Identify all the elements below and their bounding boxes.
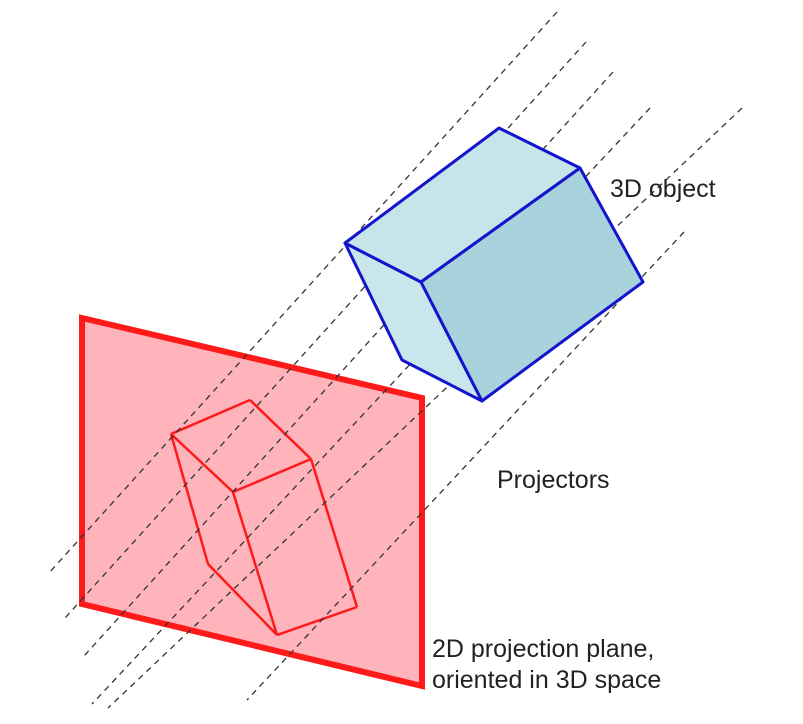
projected-edge xyxy=(232,457,312,494)
projection-plane xyxy=(79,314,425,690)
projected-edge xyxy=(207,563,278,636)
projected-edge xyxy=(276,605,358,637)
projected-edge xyxy=(170,433,234,493)
projectors-label: Projectors xyxy=(497,466,610,494)
projected-edge xyxy=(169,433,210,565)
projector-line xyxy=(246,231,685,701)
plane-label-line-2: oriented in 3D space xyxy=(432,666,662,694)
projector-line xyxy=(64,41,587,619)
plane-label: 2D projection plane, oriented in 3D spac… xyxy=(432,634,661,696)
projector-line xyxy=(107,107,743,709)
object-face-right xyxy=(419,166,645,403)
projected-edge xyxy=(170,398,251,436)
projector-line xyxy=(47,11,558,575)
projected-edge xyxy=(309,458,359,608)
3d-object xyxy=(343,126,645,403)
plane-label-line-1: 2D projection plane, xyxy=(432,635,655,663)
projected-edge xyxy=(231,491,279,636)
projected-wireframe xyxy=(169,398,359,637)
projected-edge xyxy=(249,399,312,460)
object-label: 3D object xyxy=(610,175,716,203)
